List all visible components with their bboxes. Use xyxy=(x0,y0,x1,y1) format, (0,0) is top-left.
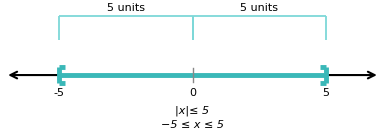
Text: 5 units: 5 units xyxy=(240,3,278,13)
Text: 5 units: 5 units xyxy=(107,3,145,13)
Text: |x|≤ 5: |x|≤ 5 xyxy=(176,106,209,116)
Text: −5 ≤ x ≤ 5: −5 ≤ x ≤ 5 xyxy=(161,120,224,129)
Text: 0: 0 xyxy=(189,88,196,98)
Text: -5: -5 xyxy=(53,88,64,98)
Text: 5: 5 xyxy=(323,88,330,98)
